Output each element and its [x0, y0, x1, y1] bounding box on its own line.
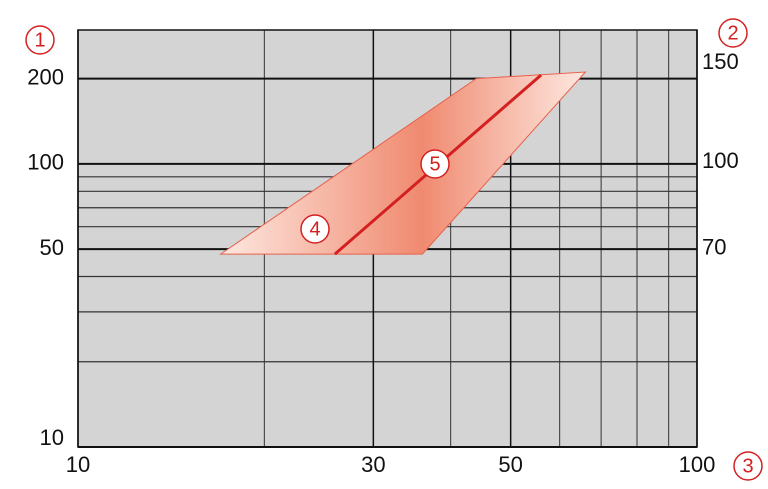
x-tick-label: 50 [498, 452, 522, 477]
circle-marker [300, 214, 330, 244]
y-axis-label: 1 [25, 25, 55, 55]
y-tick-label: 100 [27, 150, 64, 175]
band-label-text: 4 [309, 218, 320, 240]
x-tick-label: 30 [361, 452, 385, 477]
y-tick-label: 50 [40, 235, 64, 260]
y2-axis-label-text: 2 [727, 22, 738, 44]
y-tick-label: 10 [40, 425, 64, 450]
x-axis-label-text: 3 [742, 455, 753, 477]
y2-tick-label: 100 [702, 148, 739, 173]
x-tick-label: 10 [66, 452, 90, 477]
band-label: 4 [300, 214, 330, 244]
x-tick-label: 100 [679, 452, 716, 477]
y2-tick-label: 150 [702, 49, 739, 74]
circle-marker [733, 451, 763, 481]
series-label: 5 [420, 149, 450, 179]
y2-axis-label: 2 [718, 18, 748, 48]
x-axis-label: 3 [733, 451, 763, 481]
y-tick-label: 200 [27, 64, 64, 89]
circle-marker [718, 18, 748, 48]
plot-border [77, 29, 698, 448]
y-axis-label-text: 1 [34, 29, 45, 51]
series-label-text: 5 [429, 153, 440, 175]
y2-tick-label: 70 [702, 235, 726, 260]
circle-marker [25, 25, 55, 55]
circle-marker [420, 149, 450, 179]
